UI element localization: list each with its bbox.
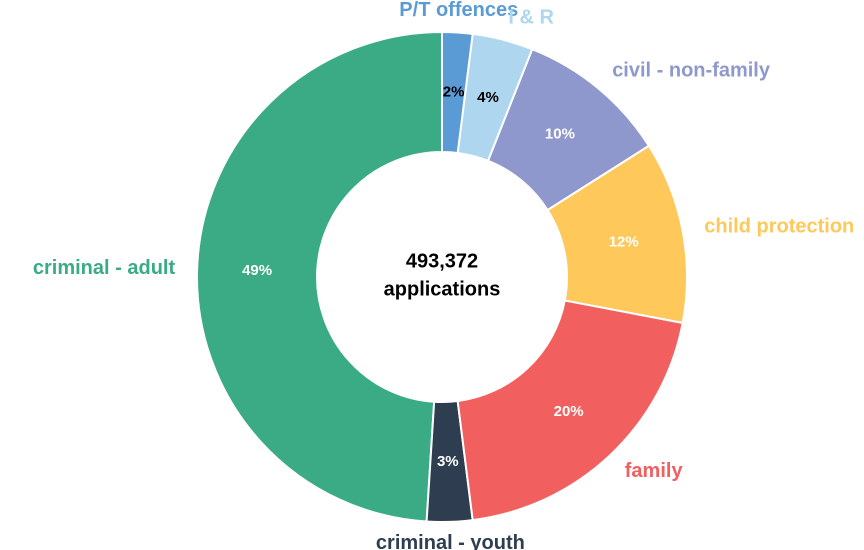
- category-label: criminal - adult: [33, 257, 176, 279]
- slice: [546, 144, 688, 325]
- center-caption: applications: [384, 278, 501, 300]
- slice: [456, 299, 684, 522]
- category-label: civil - non-family: [612, 60, 771, 82]
- category-label: criminal - youth: [376, 532, 525, 550]
- category-label: family: [625, 460, 684, 482]
- value-label: 49%: [242, 262, 272, 279]
- value-label: 3%: [437, 453, 459, 470]
- slice: [486, 47, 651, 212]
- slice: [456, 32, 534, 163]
- value-label: 2%: [443, 83, 465, 100]
- value-label: 10%: [545, 125, 575, 142]
- value-label: 12%: [609, 233, 639, 250]
- value-label: 4%: [477, 89, 499, 106]
- slice: [441, 30, 474, 155]
- category-label: P/T offences: [399, 0, 518, 21]
- category-label: child protection: [704, 215, 854, 237]
- category-label: I & R: [508, 7, 554, 29]
- slice: [196, 30, 443, 523]
- value-label: 20%: [554, 403, 584, 420]
- center-number: 493,372: [406, 250, 478, 272]
